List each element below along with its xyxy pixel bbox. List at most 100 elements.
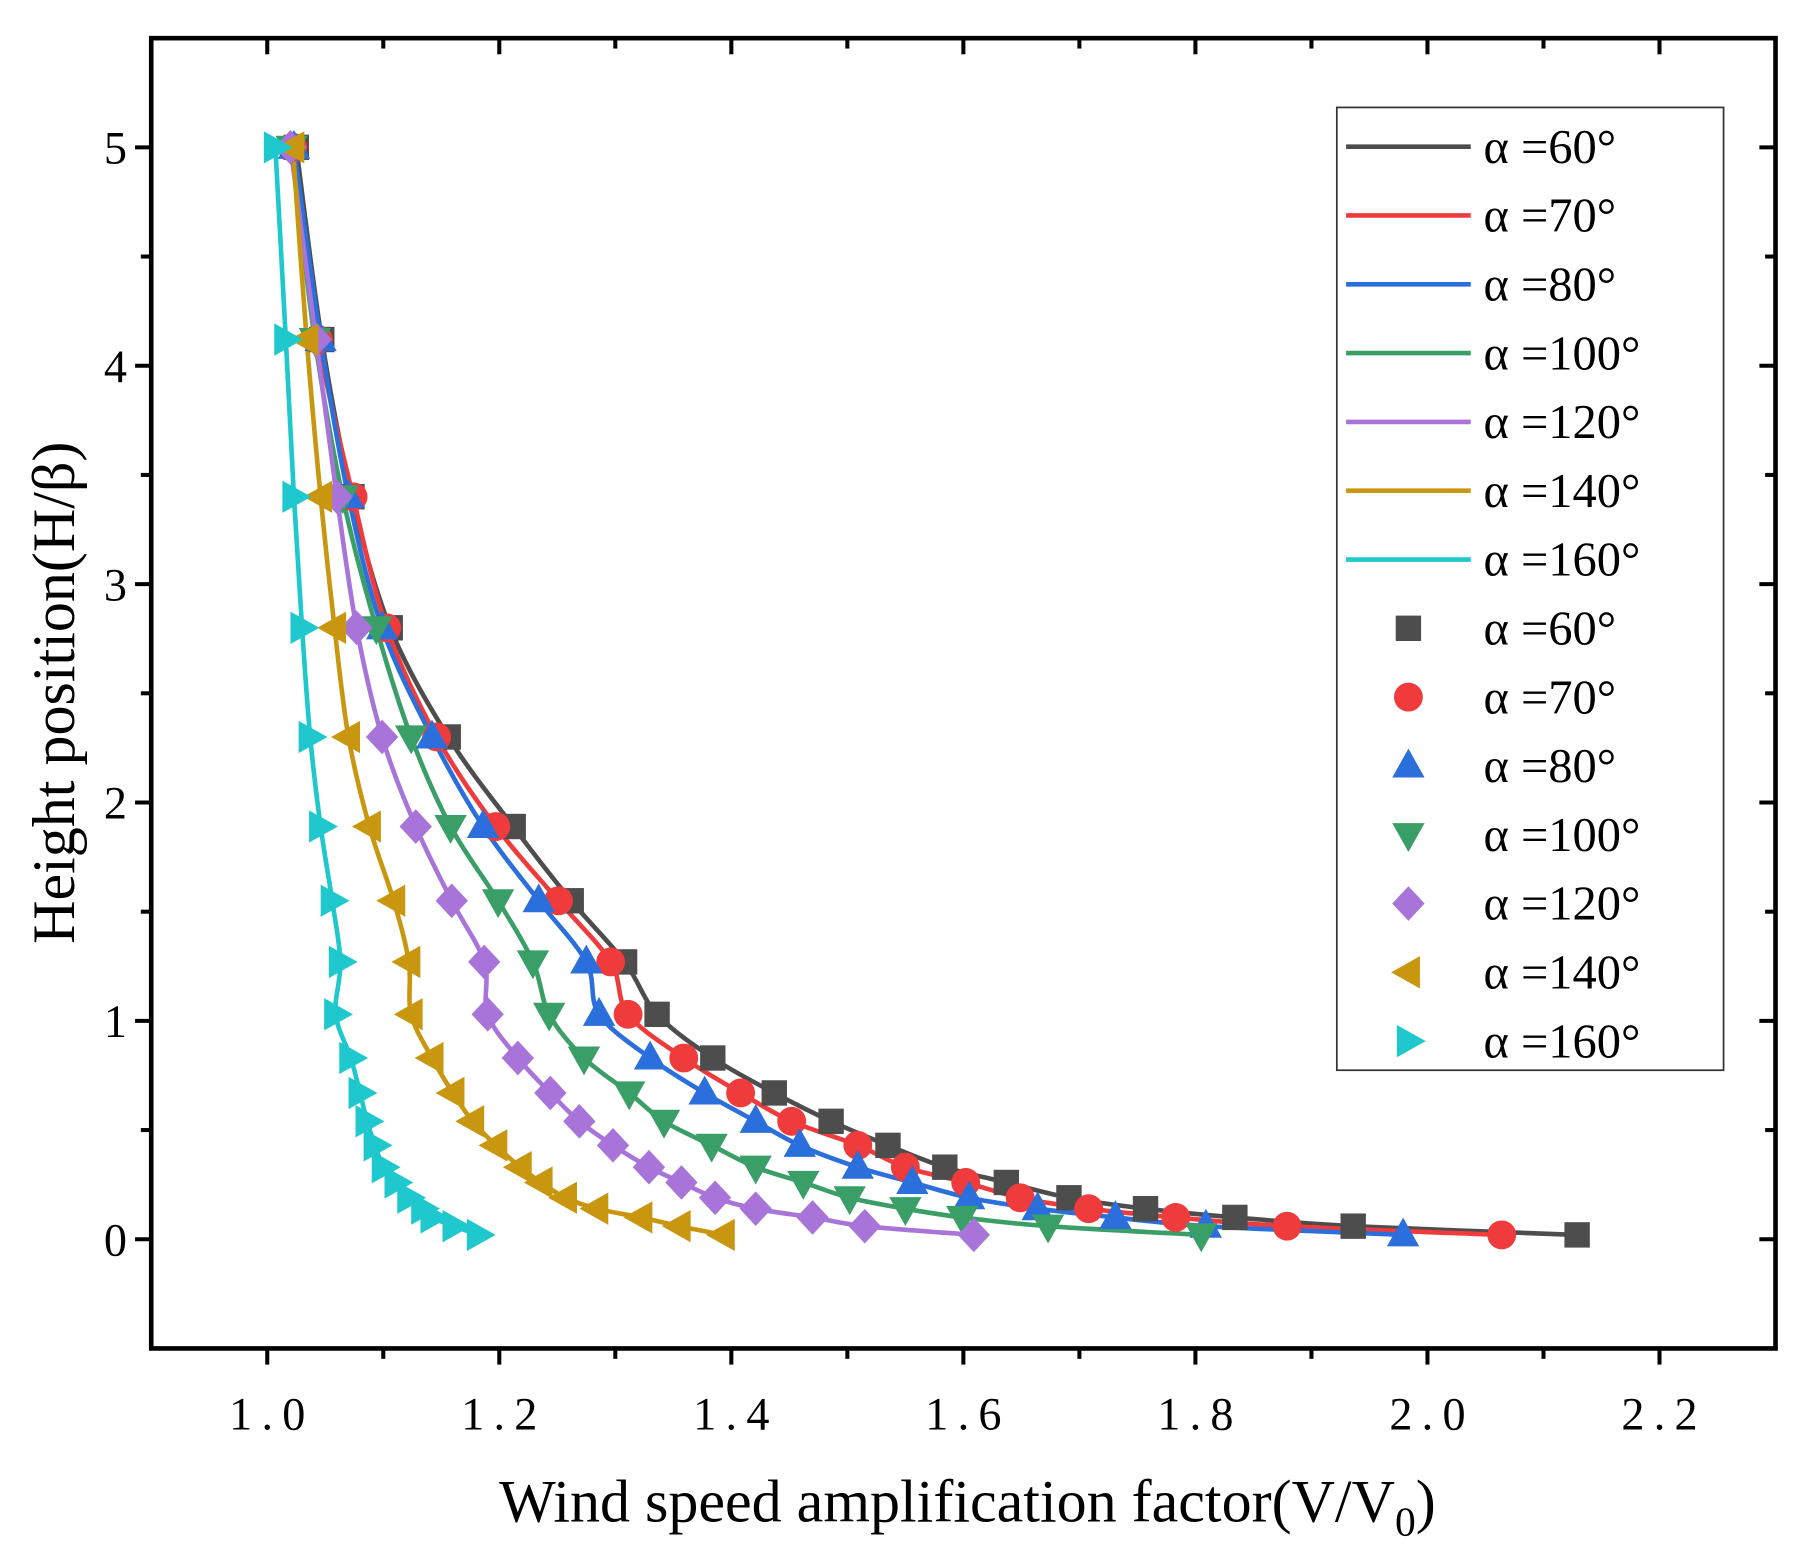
alpha-140-marker xyxy=(478,1129,508,1162)
alpha-160-marker xyxy=(339,1041,369,1075)
alpha-100-marker xyxy=(739,1155,772,1185)
series-markers xyxy=(263,130,1590,1253)
alpha-160-marker xyxy=(420,1201,450,1234)
axis-tick-labels: 1.0 1.2 1.4 1.6 1.8 2.0 2.2 0 1 2 3 4 5 xyxy=(104,123,1706,1440)
alpha-120-marker xyxy=(468,944,501,980)
y-tick-label: 5 xyxy=(104,123,127,174)
alpha-70-marker xyxy=(726,1078,756,1108)
alpha-70-marker xyxy=(596,947,626,977)
alpha-80-marker xyxy=(570,944,603,974)
alpha-160-marker xyxy=(466,1218,496,1252)
alpha-120-marker xyxy=(435,883,468,919)
alpha-60-marker xyxy=(700,1045,726,1071)
alpha-60-marker xyxy=(875,1132,901,1159)
x-tick-label: 1.4 xyxy=(693,1388,778,1439)
x-tick-label: 1.8 xyxy=(1157,1388,1242,1439)
alpha-140-marker xyxy=(303,480,333,513)
alpha-120-marker xyxy=(739,1191,772,1226)
alpha-100-marker xyxy=(1185,1223,1218,1253)
alpha-160-marker xyxy=(324,998,354,1031)
y-tick-label: 3 xyxy=(104,559,127,610)
legend-line-label: α =160° xyxy=(1483,534,1640,587)
legend-marker-label: α =100° xyxy=(1483,809,1640,862)
alpha-70-marker xyxy=(1487,1220,1517,1250)
alpha-100-marker xyxy=(833,1186,866,1216)
alpha-100-marker xyxy=(647,1109,681,1139)
alpha-60-marker xyxy=(644,1001,670,1028)
legend-marker-swatch-alpha-100 xyxy=(1392,823,1425,853)
alpha-140-marker xyxy=(331,720,361,754)
alpha-80-marker xyxy=(953,1180,986,1210)
alpha-60-marker xyxy=(1564,1222,1590,1248)
alpha-80-marker xyxy=(466,809,500,839)
legend-marker-swatch-alpha-80 xyxy=(1392,748,1425,778)
legend-marker-label: α =80° xyxy=(1483,740,1616,793)
alpha-160-marker xyxy=(328,945,358,979)
x-axis-label-main: Wind speed amplification factor(V/V xyxy=(499,1469,1395,1535)
alpha-160-marker xyxy=(348,1076,378,1110)
y-tick-label: 1 xyxy=(104,996,127,1047)
legend-marker-swatch-alpha-140 xyxy=(1391,956,1420,989)
x-axis-label: Wind speed amplification factor(V/V0) xyxy=(499,1469,1436,1545)
alpha-140-marker xyxy=(391,945,421,979)
legend-marker-label: α =160° xyxy=(1483,1015,1640,1068)
alpha-140-marker xyxy=(579,1192,609,1225)
legend-line-label: α =80° xyxy=(1483,258,1616,311)
x-tick-label: 1.0 xyxy=(229,1388,314,1439)
alpha-60-marker xyxy=(818,1108,844,1135)
alpha-160-marker xyxy=(355,1105,385,1138)
alpha-140-marker xyxy=(661,1209,691,1243)
alpha-140-marker xyxy=(414,1041,444,1075)
alpha-80-marker xyxy=(1021,1191,1054,1221)
alpha-80-marker xyxy=(633,1040,667,1070)
alpha-100-marker xyxy=(567,1046,601,1076)
alpha-100-marker xyxy=(394,725,428,755)
alpha-80-marker xyxy=(415,719,449,749)
alpha-160-marker xyxy=(320,884,350,917)
alpha-140-marker xyxy=(317,611,347,644)
alpha-100-marker xyxy=(946,1205,979,1235)
x-axis-label-subscript: 0 xyxy=(1395,1498,1416,1544)
alpha-120-marker xyxy=(698,1180,732,1216)
alpha-160-marker xyxy=(384,1166,414,1199)
alpha-100-marker xyxy=(1031,1214,1065,1244)
legend-marker-label: α =120° xyxy=(1483,878,1640,931)
alpha-160-marker xyxy=(290,611,320,644)
alpha-70-marker xyxy=(1005,1183,1035,1213)
alpha-160-marker xyxy=(442,1209,472,1243)
alpha-60-marker xyxy=(1132,1195,1159,1222)
alpha-100-marker xyxy=(481,889,515,919)
alpha-80-marker xyxy=(896,1165,929,1195)
alpha-120-marker xyxy=(665,1165,698,1200)
alpha-100-marker xyxy=(787,1170,820,1200)
y-tick-label: 0 xyxy=(104,1214,127,1265)
alpha-80-marker xyxy=(841,1149,874,1179)
alpha-140-marker xyxy=(523,1166,553,1199)
legend: α =60° α =70° α =80° α =100° α =120° α =140° α… xyxy=(1335,106,1725,1072)
legend-marker-label: α =140° xyxy=(1483,946,1640,999)
alpha-140-marker xyxy=(435,1076,465,1110)
legend-line-label: α =100° xyxy=(1483,327,1640,380)
alpha-140-marker xyxy=(376,884,406,917)
alpha-80-marker xyxy=(1099,1200,1132,1229)
alpha-120-marker xyxy=(957,1217,990,1253)
legend-marker-label: α =70° xyxy=(1483,671,1616,724)
legend-line-label: α =70° xyxy=(1483,190,1616,243)
alpha-100-marker xyxy=(613,1081,646,1111)
x-tick-label: 2.2 xyxy=(1621,1388,1706,1439)
alpha-70-marker xyxy=(1074,1194,1104,1224)
alpha-120-marker xyxy=(632,1149,666,1185)
alpha-120-marker xyxy=(365,719,399,755)
alpha-80-marker xyxy=(522,883,555,913)
x-axis-label-suffix: ) xyxy=(1416,1469,1436,1535)
y-tick-label: 4 xyxy=(104,341,127,392)
alpha-80-marker xyxy=(783,1128,816,1157)
plot-frame xyxy=(148,35,1778,1351)
alpha-120-marker xyxy=(471,997,504,1032)
alpha-60-marker xyxy=(1222,1204,1248,1231)
alpha-70-marker xyxy=(613,999,643,1029)
legend-marker-swatch-alpha-160 xyxy=(1396,1024,1426,1058)
alpha-100-marker xyxy=(434,814,467,844)
legend-marker-swatch-alpha-60 xyxy=(1395,615,1422,642)
